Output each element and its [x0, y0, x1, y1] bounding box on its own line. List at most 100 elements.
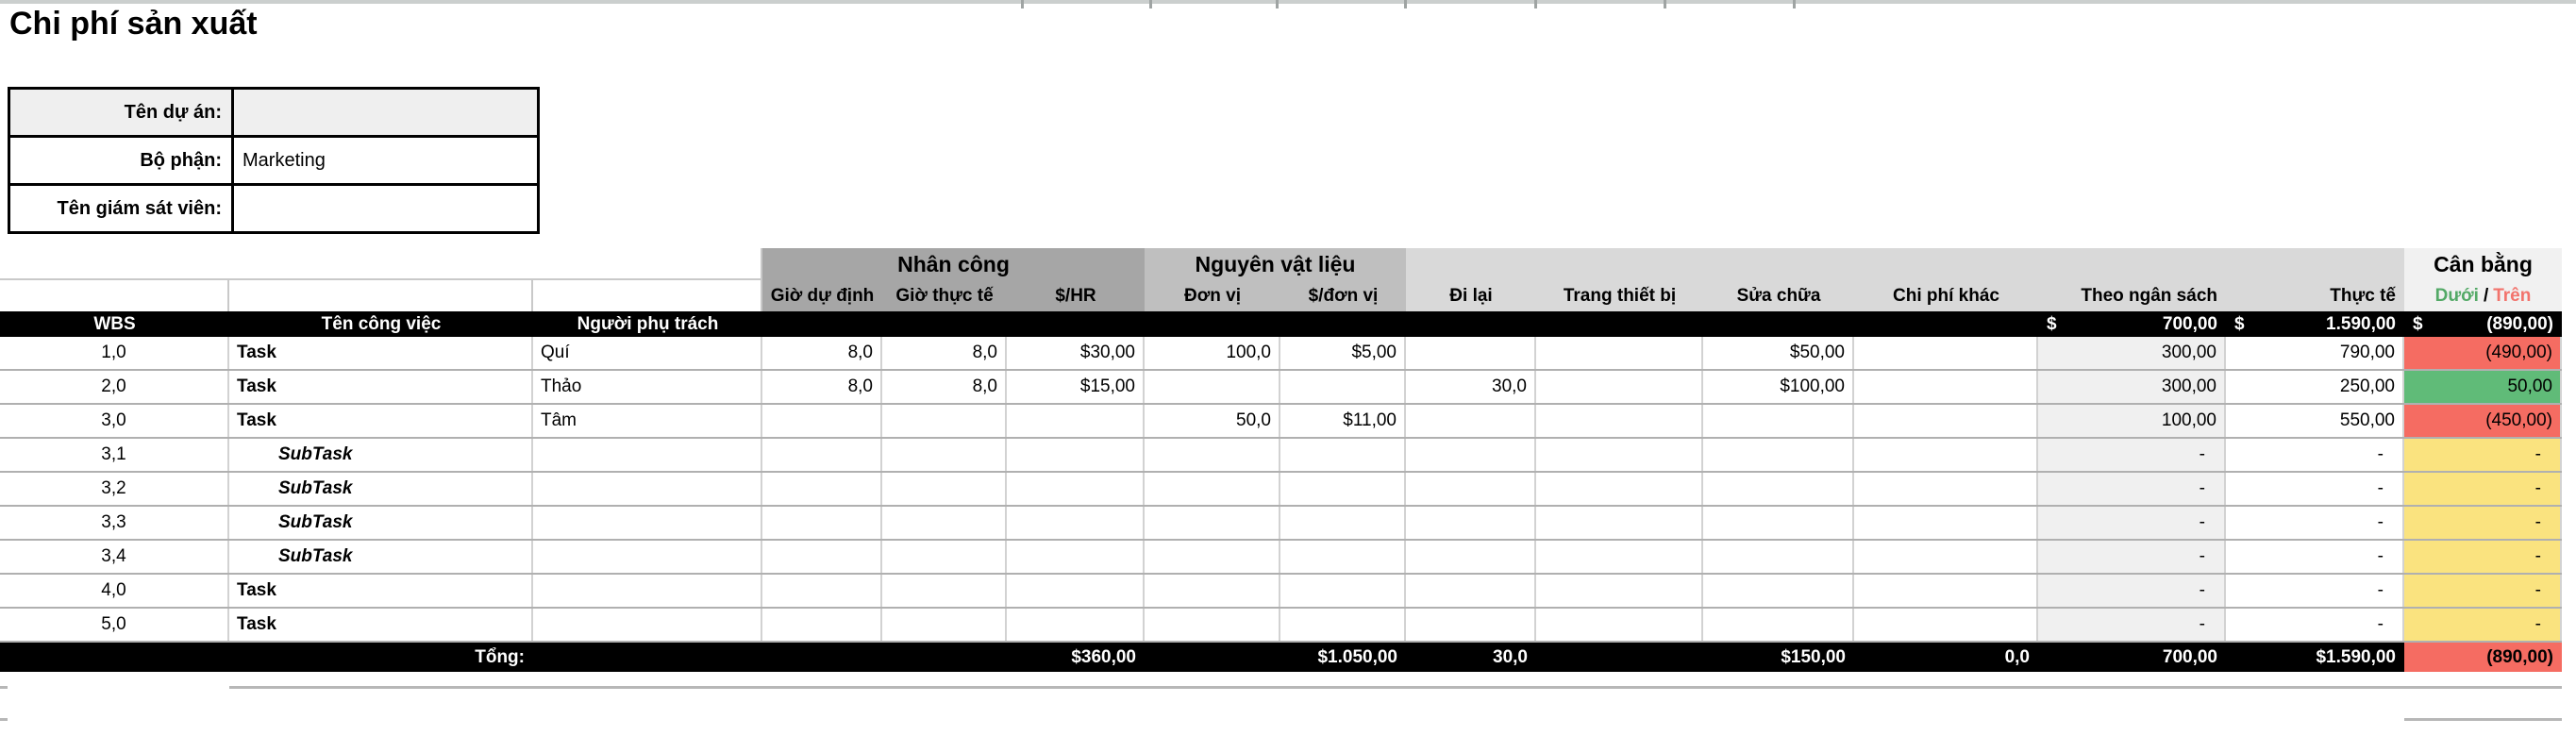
cell-budget[interactable]: 100,00 — [2038, 405, 2226, 437]
cell-rate[interactable]: $15,00 — [1007, 371, 1145, 403]
cell-other[interactable] — [1854, 337, 2038, 369]
cell-budget[interactable]: - — [2038, 609, 2226, 641]
cell-wbs[interactable]: 3,0 — [0, 405, 229, 437]
cell-wbs[interactable]: 4,0 — [0, 575, 229, 607]
cell-units[interactable] — [1145, 609, 1280, 641]
cell-unit-cost[interactable] — [1280, 541, 1406, 573]
cell-actual[interactable]: - — [2226, 473, 2404, 505]
cell-wbs[interactable]: 2,0 — [0, 371, 229, 403]
cell-hours-planned[interactable] — [762, 541, 882, 573]
cell-other[interactable] — [1854, 541, 2038, 573]
cell-travel[interactable]: 30,0 — [1406, 371, 1536, 403]
cell-hours-actual[interactable] — [882, 541, 1007, 573]
cell-rate[interactable] — [1007, 473, 1145, 505]
cell-owner[interactable] — [533, 541, 762, 573]
cell-wbs[interactable]: 5,0 — [0, 609, 229, 641]
cell-units[interactable] — [1145, 575, 1280, 607]
cell-actual[interactable]: - — [2226, 575, 2404, 607]
cell-travel[interactable] — [1406, 507, 1536, 539]
cell-wbs[interactable]: 3,4 — [0, 541, 229, 573]
cell-balance[interactable]: - — [2404, 473, 2562, 505]
cell-hours-actual[interactable] — [882, 609, 1007, 641]
cell-balance[interactable]: - — [2404, 609, 2562, 641]
cell-actual[interactable]: 250,00 — [2226, 371, 2404, 403]
cell-hours-actual[interactable] — [882, 439, 1007, 471]
cell-equipment[interactable] — [1536, 575, 1703, 607]
cell-budget[interactable]: 300,00 — [2038, 371, 2226, 403]
cell-hours-planned[interactable] — [762, 405, 882, 437]
cell-units[interactable] — [1145, 473, 1280, 505]
cell-unit-cost[interactable]: $5,00 — [1280, 337, 1406, 369]
cell-actual[interactable]: - — [2226, 439, 2404, 471]
cell-rate[interactable] — [1007, 541, 1145, 573]
cell-units[interactable] — [1145, 439, 1280, 471]
cell-actual[interactable]: - — [2226, 541, 2404, 573]
cell-rate[interactable] — [1007, 439, 1145, 471]
cell-balance[interactable]: - — [2404, 575, 2562, 607]
cell-hours-actual[interactable]: 8,0 — [882, 371, 1007, 403]
cell-actual[interactable]: 790,00 — [2226, 337, 2404, 369]
cell-balance[interactable]: - — [2404, 507, 2562, 539]
cell-other[interactable] — [1854, 405, 2038, 437]
cell-rate[interactable] — [1007, 405, 1145, 437]
cell-equipment[interactable] — [1536, 337, 1703, 369]
cell-units[interactable] — [1145, 371, 1280, 403]
cell-hours-actual[interactable]: 8,0 — [882, 337, 1007, 369]
cell-wbs[interactable]: 3,1 — [0, 439, 229, 471]
cell-units[interactable]: 100,0 — [1145, 337, 1280, 369]
cell-equipment[interactable] — [1536, 405, 1703, 437]
cell-repair[interactable]: $50,00 — [1703, 337, 1854, 369]
cell-unit-cost[interactable] — [1280, 609, 1406, 641]
cell-hours-planned[interactable] — [762, 609, 882, 641]
cell-owner[interactable]: Quí — [533, 337, 762, 369]
cell-units[interactable] — [1145, 541, 1280, 573]
department-value[interactable]: Marketing — [243, 149, 326, 171]
cell-unit-cost[interactable] — [1280, 575, 1406, 607]
cell-balance[interactable]: 50,00 — [2404, 371, 2562, 403]
cell-actual[interactable]: - — [2226, 609, 2404, 641]
cell-hours-planned[interactable] — [762, 439, 882, 471]
cell-hours-planned[interactable] — [762, 473, 882, 505]
cell-other[interactable] — [1854, 507, 2038, 539]
cell-budget[interactable]: - — [2038, 473, 2226, 505]
cell-repair[interactable] — [1703, 575, 1854, 607]
cell-travel[interactable] — [1406, 405, 1536, 437]
cell-other[interactable] — [1854, 371, 2038, 403]
cell-other[interactable] — [1854, 575, 2038, 607]
cell-hours-planned[interactable]: 8,0 — [762, 371, 882, 403]
cell-owner[interactable] — [533, 439, 762, 471]
cell-actual[interactable]: 550,00 — [2226, 405, 2404, 437]
cell-unit-cost[interactable]: $11,00 — [1280, 405, 1406, 437]
cell-equipment[interactable] — [1536, 473, 1703, 505]
cell-rate[interactable] — [1007, 575, 1145, 607]
cell-unit-cost[interactable] — [1280, 473, 1406, 505]
cell-other[interactable] — [1854, 473, 2038, 505]
cell-budget[interactable]: - — [2038, 575, 2226, 607]
cell-hours-planned[interactable]: 8,0 — [762, 337, 882, 369]
cell-name[interactable]: Task — [229, 405, 533, 437]
cell-budget[interactable]: - — [2038, 507, 2226, 539]
cell-units[interactable] — [1145, 507, 1280, 539]
cell-owner[interactable] — [533, 507, 762, 539]
cell-hours-actual[interactable] — [882, 575, 1007, 607]
cell-owner[interactable] — [533, 473, 762, 505]
cell-unit-cost[interactable] — [1280, 507, 1406, 539]
cell-hours-actual[interactable] — [882, 473, 1007, 505]
cell-repair[interactable] — [1703, 507, 1854, 539]
cell-budget[interactable]: - — [2038, 439, 2226, 471]
cell-balance[interactable]: (450,00) — [2404, 405, 2562, 437]
cell-repair[interactable] — [1703, 541, 1854, 573]
cell-equipment[interactable] — [1536, 541, 1703, 573]
cell-name[interactable]: SubTask — [229, 439, 533, 471]
cell-travel[interactable] — [1406, 541, 1536, 573]
cell-unit-cost[interactable] — [1280, 371, 1406, 403]
cell-hours-planned[interactable] — [762, 507, 882, 539]
cell-equipment[interactable] — [1536, 609, 1703, 641]
cell-rate[interactable] — [1007, 609, 1145, 641]
cell-balance[interactable]: (490,00) — [2404, 337, 2562, 369]
cell-repair[interactable] — [1703, 439, 1854, 471]
cell-repair[interactable] — [1703, 473, 1854, 505]
cell-balance[interactable]: - — [2404, 439, 2562, 471]
cell-actual[interactable]: - — [2226, 507, 2404, 539]
cell-travel[interactable] — [1406, 609, 1536, 641]
